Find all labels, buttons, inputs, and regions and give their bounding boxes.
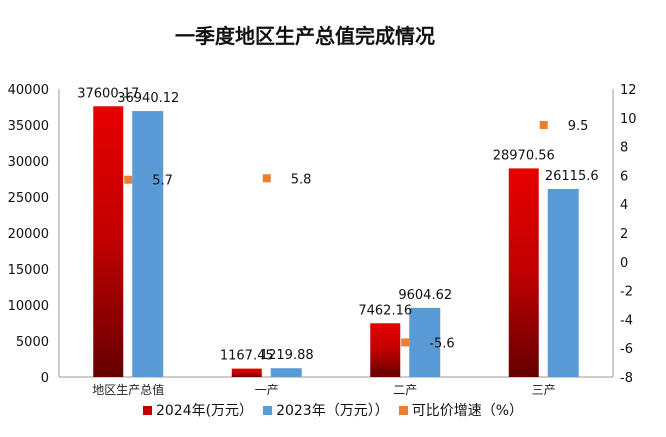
legend-item-2024[interactable]: 2024年(万元） [142, 400, 254, 420]
y-tick-label: 10000 [8, 299, 49, 314]
y2-tick-label: 12 [620, 83, 637, 98]
data-label-2023: 1219.88 [260, 348, 314, 363]
x-tick-label: 二产 [393, 383, 417, 397]
y-tick-label: 30000 [8, 155, 49, 170]
data-label-growth: 5.8 [291, 172, 312, 187]
y2-tick-label: 4 [620, 198, 628, 213]
data-label-2024: 28970.56 [493, 148, 555, 163]
y2-tick-label: -8 [620, 371, 633, 386]
bar-2023 [132, 111, 164, 378]
legend-label-2024: 2024年(万元） [155, 403, 254, 419]
legend-item-2023[interactable]: 2023年（万元）） [263, 400, 389, 420]
x-tick-label: 一产 [255, 383, 279, 397]
legend-swatch-2023 [263, 405, 273, 415]
y2-tick-label: -6 [620, 342, 633, 357]
growth-marker [262, 174, 271, 183]
y-tick-label: 20000 [8, 227, 49, 242]
x-tick-label: 三产 [532, 383, 556, 397]
legend-swatch-growth [398, 405, 408, 415]
bar-2024 [93, 106, 124, 377]
data-label-growth: -5.6 [429, 336, 454, 351]
y-tick-label: 15000 [8, 263, 49, 278]
y-tick-label: 35000 [8, 119, 49, 134]
data-label-2023: 36940.12 [117, 91, 179, 106]
data-label-2023: 9604.62 [398, 288, 452, 303]
y2-tick-label: -4 [620, 313, 633, 328]
legend-label-2023: 2023年（万元）） [276, 403, 389, 419]
growth-marker [539, 121, 548, 129]
bar-2023 [547, 188, 579, 377]
bar-2024 [231, 368, 262, 377]
bar-2023 [270, 368, 302, 377]
y2-tick-label: 6 [620, 169, 628, 184]
legend: 2024年(万元） 2023年（万元）） 可比价增速（%） [0, 400, 666, 420]
legend-swatch-2024 [142, 405, 152, 415]
data-label-growth: 9.5 [568, 119, 589, 134]
y2-tick-label: 8 [620, 141, 628, 156]
y-tick-label: 5000 [16, 335, 49, 350]
bar-2024 [508, 168, 539, 377]
data-label-2024: 7462.16 [358, 303, 412, 318]
y2-tick-label: 2 [620, 227, 628, 242]
bar-2024 [370, 323, 401, 377]
data-label-2023: 26115.6 [545, 169, 599, 184]
bar-2023 [409, 307, 441, 377]
y-tick-label: 40000 [8, 83, 49, 98]
legend-label-growth: 可比价增速（%） [411, 403, 524, 419]
y2-tick-label: -2 [620, 285, 633, 300]
x-tick-label: 地区生产总值 [92, 382, 164, 397]
data-label-2024: 37600.17 [77, 86, 139, 101]
data-label-growth: 5.7 [152, 174, 173, 189]
growth-marker [124, 175, 133, 184]
y2-tick-label: 10 [620, 112, 637, 127]
legend-item-growth[interactable]: 可比价增速（%） [398, 400, 524, 420]
chart-title: 一季度地区生产总值完成情况 [175, 24, 435, 48]
y2-tick-label: 0 [620, 256, 628, 271]
y-tick-label: 0 [41, 371, 49, 386]
y-tick-label: 25000 [8, 191, 49, 206]
growth-marker [401, 338, 410, 347]
data-label-2024: 1167.45 [220, 349, 274, 364]
